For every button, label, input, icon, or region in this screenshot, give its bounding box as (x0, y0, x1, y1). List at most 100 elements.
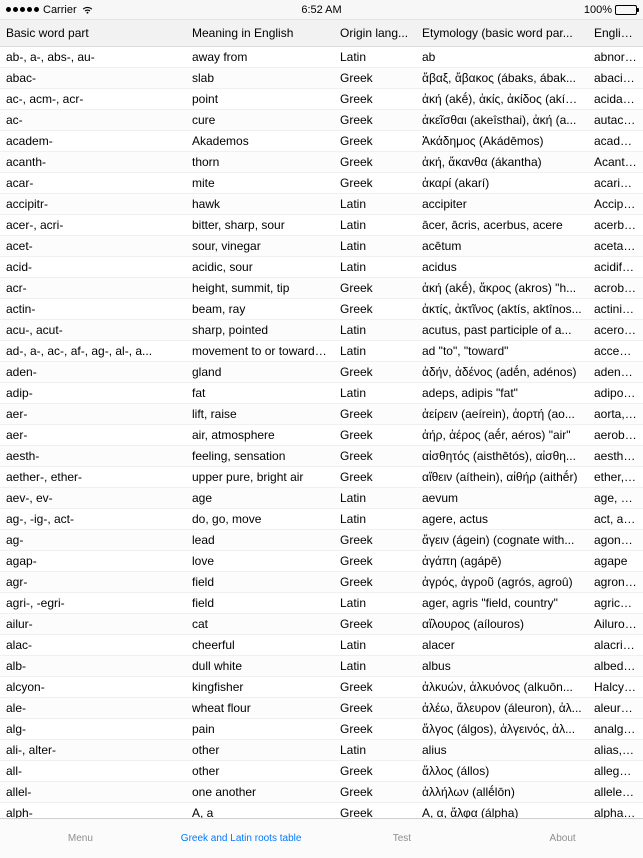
table-row[interactable]: alph-A, aGreekΑ, α, ἄλφα (álpha)alphabet… (0, 802, 643, 818)
table-row[interactable]: all-otherGreekἄλλος (állos)allegory, a (0, 760, 643, 781)
table-cell: Latin (334, 256, 416, 277)
table-row[interactable]: agr-fieldGreekἀγρός, ἀγροῦ (agrós, agroû… (0, 571, 643, 592)
table-row[interactable]: allel-one anotherGreekἀλλήλων (allḗlōn)a… (0, 781, 643, 802)
table-cell: ācer, ācris, acerbus, acere (416, 214, 588, 235)
table-row[interactable]: alb-dull whiteLatinalbusalbedo, all (0, 655, 643, 676)
table-cell: acidus (416, 256, 588, 277)
table-row[interactable]: alcyon-kingfisherGreekἀλκυών, ἀλκυόνος (… (0, 676, 643, 697)
table-cell: albedo, all (588, 655, 643, 676)
table-cell: ad-, a-, ac-, af-, ag-, al-, a... (0, 340, 186, 361)
table-cell: aer- (0, 424, 186, 445)
table-cell: age, coeva (588, 487, 643, 508)
table-cell: abac- (0, 67, 186, 88)
table-row[interactable]: acu-, acut-sharp, pointedLatinacutus, pa… (0, 319, 643, 340)
tab-greek-and-latin-roots-table[interactable]: Greek and Latin roots table (161, 819, 322, 858)
table-header-row: Basic word partMeaning in EnglishOrigin … (0, 20, 643, 46)
table-row[interactable]: ad-, a-, ac-, af-, ag-, al-, a...movemen… (0, 340, 643, 361)
table-cell: actinic, ac (588, 298, 643, 319)
table-row[interactable]: alg-painGreekἄλγος (álgos), ἀλγεινός, ἀλ… (0, 718, 643, 739)
table-row[interactable]: ab-, a-, abs-, au-away fromLatinababnorm… (0, 46, 643, 67)
table-cell: ἀκαρί (akarí) (416, 172, 588, 193)
table-cell: Greek (334, 424, 416, 445)
table-cell: agr- (0, 571, 186, 592)
table-cell: allegory, a (588, 760, 643, 781)
table-cell: Greek (334, 298, 416, 319)
table-cell: alias, alibi (588, 739, 643, 760)
table-row[interactable]: aer-lift, raiseGreekἀείρειν (aeírein), ἀ… (0, 403, 643, 424)
table-row[interactable]: ailur-catGreekαἴλουρος (aílouros)Ailuroe… (0, 613, 643, 634)
table-row[interactable]: acet-sour, vinegarLatinacētumacetabulu (0, 235, 643, 256)
table-cell: analgesic, (588, 718, 643, 739)
roots-table-container[interactable]: Basic word partMeaning in EnglishOrigin … (0, 20, 643, 818)
table-row[interactable]: agri-, -egri-fieldLatinager, agris "fiel… (0, 592, 643, 613)
table-row[interactable]: ac-cureGreekἀκεῖσθαι (akeîsthai), ἀκή (a… (0, 109, 643, 130)
table-cell: alb- (0, 655, 186, 676)
table-row[interactable]: aer-air, atmosphereGreekἀήρ, ἀέρος (aḗr,… (0, 424, 643, 445)
table-cell: love (186, 550, 334, 571)
column-header[interactable]: English ex... (588, 20, 643, 46)
table-cell: Greek (334, 403, 416, 424)
table-cell: Greek (334, 151, 416, 172)
table-cell: alph- (0, 802, 186, 818)
table-cell: alcyon- (0, 676, 186, 697)
tab-test[interactable]: Test (322, 819, 483, 858)
table-cell: academe, (588, 130, 643, 151)
table-row[interactable]: academ-AkademosGreekἈκάδημος (Akádēmos)a… (0, 130, 643, 151)
table-row[interactable]: adip-fatLatinadeps, adipis "fat"adipocel… (0, 382, 643, 403)
table-row[interactable]: abac-slabGreekἄβαξ, ἄβακος (ábaks, ábak.… (0, 67, 643, 88)
table-cell: ἄλγος (álgos), ἀλγεινός, ἀλ... (416, 718, 588, 739)
column-header[interactable]: Meaning in English (186, 20, 334, 46)
table-row[interactable]: agap-loveGreekἀγάπη (agápē)agape (0, 550, 643, 571)
table-cell: Halcyon, h (588, 676, 643, 697)
table-cell: abnormal, (588, 46, 643, 67)
table-row[interactable]: ali-, alter-otherLatinaliusalias, alibi (0, 739, 643, 760)
table-cell: ἄβαξ, ἄβακος (ábaks, ábak... (416, 67, 588, 88)
table-row[interactable]: ac-, acm-, acr-pointGreekἀκή (akḗ), ἀκίς… (0, 88, 643, 109)
table-cell: acr- (0, 277, 186, 298)
column-header[interactable]: Etymology (basic word par... (416, 20, 588, 46)
table-row[interactable]: acanth-thornGreekἀκή, ἄκανθα (ákantha)Ac… (0, 151, 643, 172)
table-row[interactable]: acr-height, summit, tipGreekἀκή (akḗ), ἄ… (0, 277, 643, 298)
table-cell: αἰσθητός (aisthētós), αἰσθη... (416, 445, 588, 466)
tab-menu[interactable]: Menu (0, 819, 161, 858)
table-row[interactable]: acar-miteGreekἀκαρί (akarí)acariasis, (0, 172, 643, 193)
tab-about[interactable]: About (482, 819, 643, 858)
table-cell: αἴθειν (aíthein), αἰθήρ (aithḗr) (416, 466, 588, 487)
table-cell: ag- (0, 529, 186, 550)
table-row[interactable]: acid-acidic, sourLatinacidusacidiferou (0, 256, 643, 277)
table-row[interactable]: ale-wheat flourGreekἀλέω, ἄλευρον (áleur… (0, 697, 643, 718)
table-row[interactable]: accipitr-hawkLatinaccipiterAccipiter, (0, 193, 643, 214)
table-cell: alg- (0, 718, 186, 739)
status-right: 100% (584, 4, 637, 16)
table-cell: lift, raise (186, 403, 334, 424)
table-cell: abaciscus (588, 67, 643, 88)
column-header[interactable]: Origin lang... (334, 20, 416, 46)
table-row[interactable]: ag-leadGreekἄγειν (ágein) (cognate with.… (0, 529, 643, 550)
table-cell: accipitr- (0, 193, 186, 214)
table-cell: aesth- (0, 445, 186, 466)
table-cell: Latin (334, 319, 416, 340)
table-cell: other (186, 739, 334, 760)
table-cell: mite (186, 172, 334, 193)
table-cell: ἀήρ, ἀέρος (aḗr, aéros) "air" (416, 424, 588, 445)
table-cell: ag-, -ig-, act- (0, 508, 186, 529)
table-row[interactable]: actin-beam, rayGreekἀκτίς, ἀκτῖνος (aktí… (0, 298, 643, 319)
table-cell: cheerful (186, 634, 334, 655)
table-cell: ἀλέω, ἄλευρον (áleuron), ἀλ... (416, 697, 588, 718)
table-cell: ἀλκυών, ἀλκυόνος (alkuōn... (416, 676, 588, 697)
table-row[interactable]: alac-cheerfulLatinalaceralacrity, al (0, 634, 643, 655)
table-cell: accept, ac (588, 340, 643, 361)
table-cell: aer- (0, 403, 186, 424)
table-cell: Greek (334, 781, 416, 802)
column-header[interactable]: Basic word part (0, 20, 186, 46)
wifi-icon (81, 5, 94, 15)
table-row[interactable]: aether-, ether-upper pure, bright airGre… (0, 466, 643, 487)
table-row[interactable]: acer-, acri-bitter, sharp, sourLatinācer… (0, 214, 643, 235)
table-row[interactable]: ag-, -ig-, act-do, go, moveLatinagere, a… (0, 508, 643, 529)
table-row[interactable]: aden-glandGreekἀδήν, ἀδένος (adḗn, adéno… (0, 361, 643, 382)
signal-icon (6, 7, 39, 12)
table-cell: Greek (334, 277, 416, 298)
table-row[interactable]: aev-, ev-ageLatinaevumage, coeva (0, 487, 643, 508)
table-row[interactable]: aesth-feeling, sensationGreekαἰσθητός (a… (0, 445, 643, 466)
table-cell: age (186, 487, 334, 508)
